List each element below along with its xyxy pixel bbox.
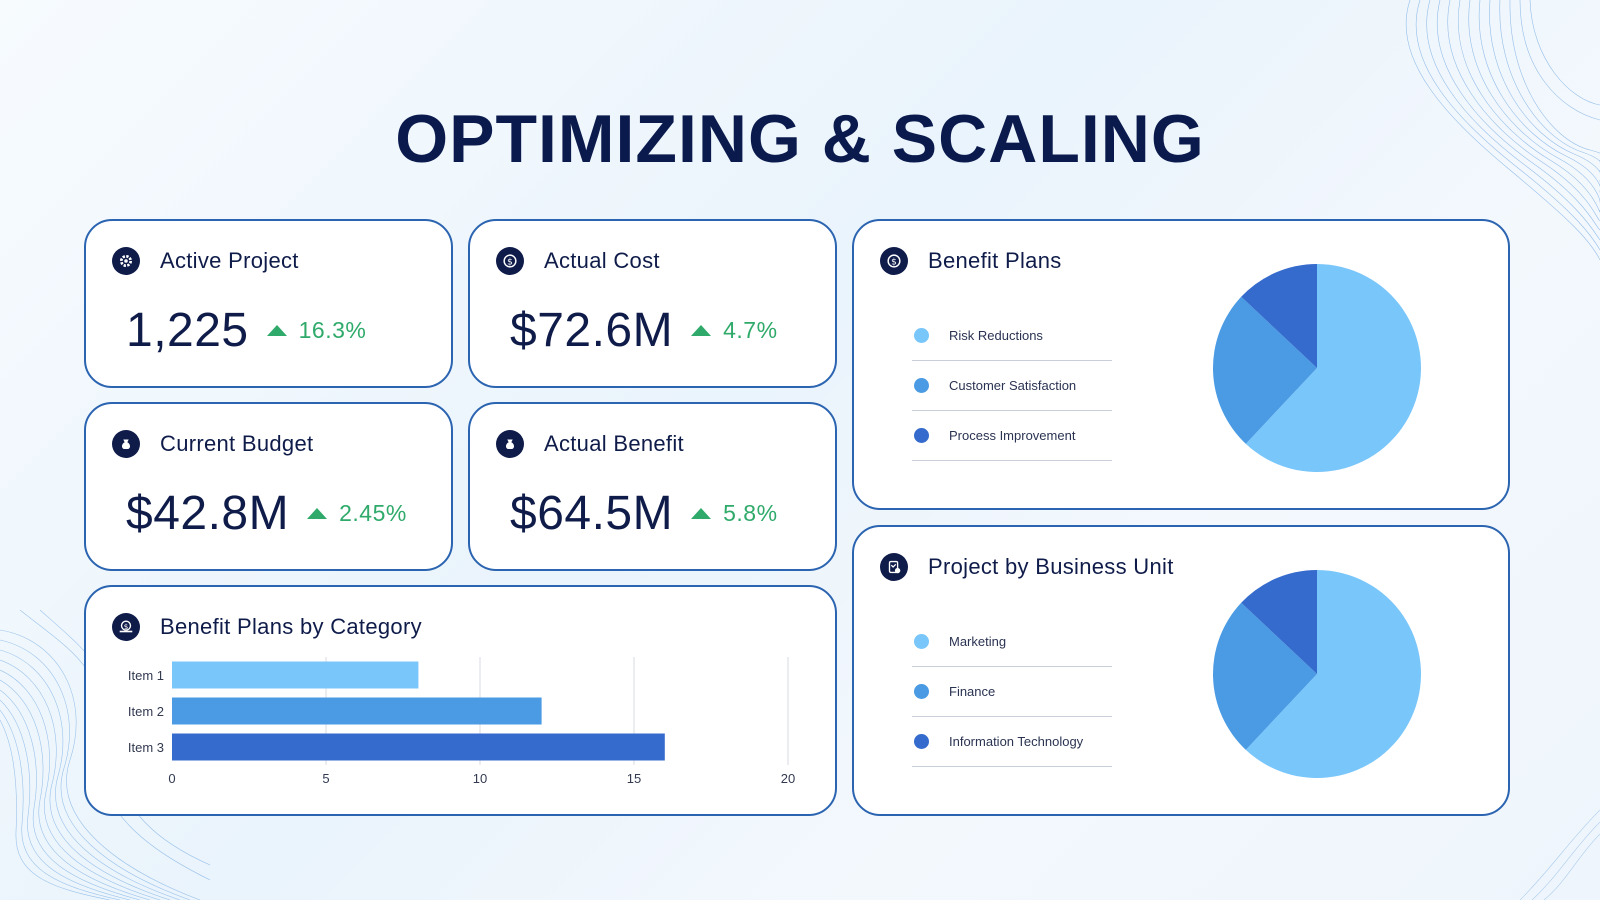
- legend-swatch: [914, 634, 929, 649]
- trend-up-icon: [307, 508, 328, 519]
- pie-card-benefit-plans: $ Benefit Plans Risk Reductions Customer …: [852, 219, 1510, 510]
- dollar-hand-icon: $: [112, 613, 140, 641]
- kpi-change: 5.8%: [723, 500, 778, 526]
- kpi-label: Actual Cost: [544, 248, 660, 273]
- wave-decoration-bottom-right: [1519, 809, 1600, 900]
- bar: [172, 733, 665, 761]
- legend-label: Marketing: [949, 634, 1007, 649]
- legend-swatch: [914, 378, 929, 393]
- kpi-label: Active Project: [160, 248, 299, 273]
- kpi-card-active-project: Active Project 1,225 16.3%: [84, 219, 453, 388]
- y-tick-label: Item 3: [128, 740, 164, 755]
- kpi-card-actual-cost: $ Actual Cost $72.6M 4.7%: [468, 219, 837, 388]
- trend-up-icon: [266, 325, 287, 336]
- pie-legend: Marketing Finance Information Technology: [912, 617, 1112, 767]
- legend-label: Information Technology: [949, 734, 1084, 749]
- pie-slice: [1241, 264, 1317, 368]
- kpi-card-actual-benefit: Actual Benefit $64.5M 5.8%: [468, 402, 837, 571]
- kpi-change: 4.7%: [723, 317, 778, 343]
- kpi-value: $64.5M: [510, 487, 674, 540]
- clipboard-dollar-icon: [880, 553, 908, 581]
- svg-text:$: $: [507, 258, 513, 268]
- legend-item: Process Improvement: [912, 411, 1112, 461]
- bar-chart: 0 5 10 15 20 Item 1 Item 2 Item 3: [128, 657, 795, 786]
- y-tick-label: Item 2: [128, 704, 164, 719]
- kpi-label: Current Budget: [160, 431, 314, 456]
- pie-slice: [1245, 570, 1421, 778]
- dollar-refresh-icon: $: [496, 247, 524, 275]
- legend-label: Customer Satisfaction: [949, 378, 1077, 393]
- pie-slice: [1213, 602, 1317, 750]
- pie-slice: [1213, 296, 1317, 444]
- svg-text:$: $: [891, 258, 897, 268]
- pie-legend: Risk Reductions Customer Satisfaction Proc…: [912, 311, 1112, 461]
- kpi-label: Actual Benefit: [544, 431, 684, 456]
- bar-chart-card: $ Benefit Plans by Category 0 5 10 15 20 Item…: [84, 585, 837, 816]
- pie-chart: [1213, 570, 1421, 778]
- legend-swatch: [914, 328, 929, 343]
- kpi-change: 2.45%: [339, 500, 407, 526]
- bar: [172, 697, 542, 725]
- gear-icon: [112, 247, 140, 275]
- kpi-value: $42.8M: [126, 487, 290, 540]
- legend-item: Marketing: [912, 617, 1112, 667]
- trend-up-icon: [691, 508, 712, 519]
- money-bag-icon: [112, 430, 140, 458]
- legend-item: Customer Satisfaction: [912, 361, 1112, 411]
- x-tick-label: 0: [168, 771, 175, 786]
- y-tick-label: Item 1: [128, 668, 164, 683]
- legend-item: Information Technology: [912, 717, 1112, 767]
- legend-swatch: [914, 684, 929, 699]
- dollar-coin-icon: $: [880, 247, 908, 275]
- legend-item: Finance: [912, 667, 1112, 717]
- pie-card-business-unit: Project by Business Unit Marketing Financ…: [852, 525, 1510, 816]
- x-tick-label: 20: [781, 771, 795, 786]
- chart-title: Benefit Plans by Category: [160, 614, 422, 639]
- kpi-change: 16.3%: [298, 317, 367, 343]
- pie-slice: [1241, 570, 1317, 674]
- x-tick-label: 15: [627, 771, 641, 786]
- x-tick-label: 5: [322, 771, 329, 786]
- chart-title: Project by Business Unit: [928, 554, 1174, 579]
- legend-swatch: [914, 428, 929, 443]
- legend-label: Process Improvement: [949, 428, 1076, 443]
- svg-text:$: $: [124, 622, 129, 631]
- pie-slice: [1245, 264, 1421, 472]
- legend-label: Finance: [949, 684, 996, 699]
- kpi-card-current-budget: Current Budget $42.8M 2.45%: [84, 402, 453, 571]
- kpi-value: $72.6M: [510, 304, 674, 357]
- pie-chart: [1213, 264, 1421, 472]
- chart-title: Benefit Plans: [928, 248, 1062, 273]
- money-bag-icon: [496, 430, 524, 458]
- page-title: OPTIMIZING & SCALING: [395, 101, 1205, 177]
- bar: [172, 661, 419, 689]
- x-tick-label: 10: [473, 771, 487, 786]
- kpi-value: 1,225: [126, 304, 249, 357]
- trend-up-icon: [691, 325, 712, 336]
- legend-item: Risk Reductions: [912, 311, 1112, 361]
- legend-label: Risk Reductions: [949, 328, 1043, 343]
- legend-swatch: [914, 734, 929, 749]
